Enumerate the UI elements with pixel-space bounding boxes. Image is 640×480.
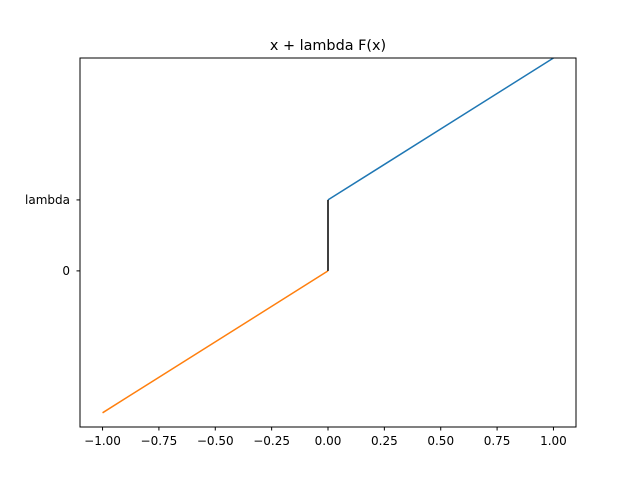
x-tick-label: −1.00 [84,434,121,448]
series-line-0 [327,57,554,201]
x-tick-label: 1.00 [540,434,567,448]
x-tick-label: 0.50 [427,434,454,448]
y-tick-label: 0 [62,264,70,278]
chart-title: x + lambda F(x) [270,38,386,54]
x-axis: −1.00 −0.75 −0.50 −0.25 0.00 0.25 0.50 0.75 1.00 [84,427,567,448]
x-tick-label: 0.00 [315,434,342,448]
x-tick-label: −0.50 [197,434,234,448]
y-axis: 0 lambda [25,193,80,278]
series-line-1 [102,270,329,414]
x-tick-label: −0.75 [141,434,178,448]
x-tick-label: 0.25 [371,434,398,448]
y-tick-label: lambda [25,193,70,207]
x-tick-label: −0.25 [253,434,290,448]
x-tick-label: 0.75 [484,434,511,448]
series-layer [102,57,554,414]
